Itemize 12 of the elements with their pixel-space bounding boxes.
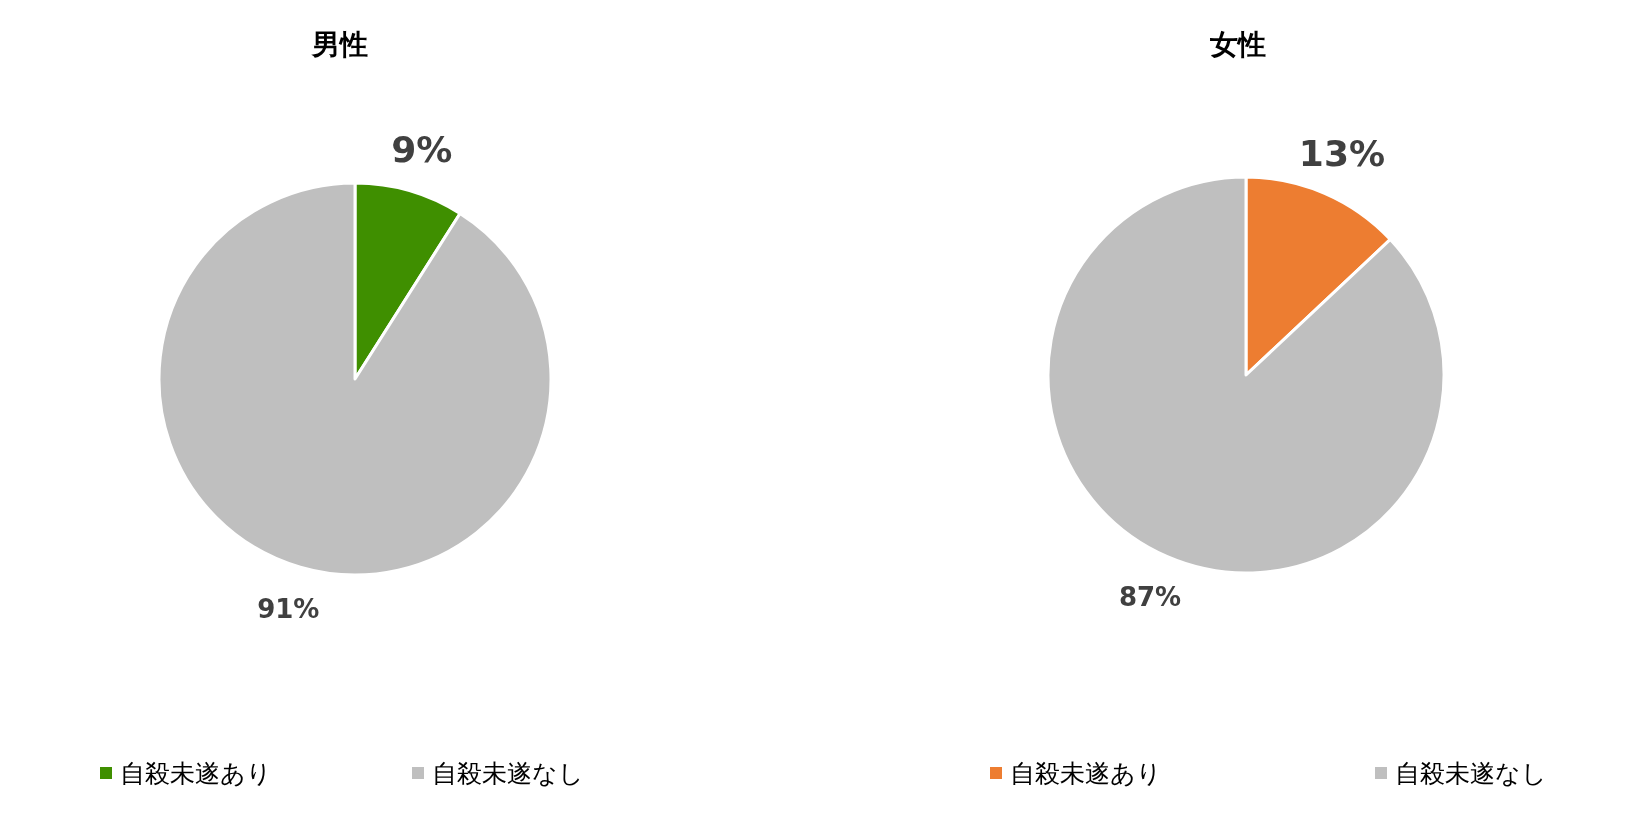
pie-slice [1046, 175, 1446, 575]
legend-label: 自殺未遂なし [1395, 758, 1547, 788]
data-label: 13% [1298, 132, 1386, 174]
legend-label: 自殺未遂あり [120, 758, 272, 788]
data-label: 9% [391, 128, 453, 170]
chart-title: 女性 [1209, 27, 1266, 61]
data-label: 91% [257, 593, 320, 624]
legend-label: 自殺未遂なし [432, 758, 584, 788]
pie-slice [157, 181, 553, 577]
chart-title: 男性 [311, 27, 368, 61]
legend-label: 自殺未遂あり [1010, 758, 1162, 788]
data-label: 87% [1118, 581, 1182, 612]
